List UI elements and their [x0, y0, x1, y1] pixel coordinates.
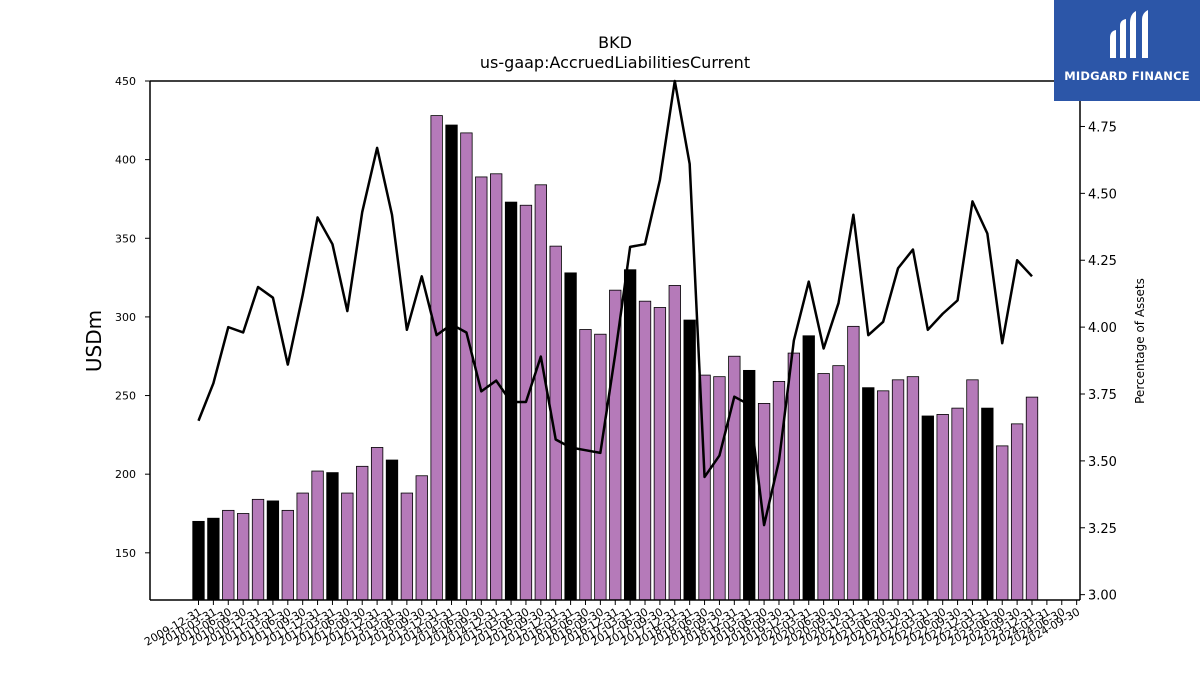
bar-2021-09-30 — [891, 379, 905, 601]
bar-2010-03-31 — [207, 517, 220, 601]
bar-2023-09-30 — [1010, 423, 1024, 601]
bar-2011-03-31 — [266, 500, 280, 601]
bar-2016-12-31 — [609, 289, 622, 601]
bar-2013-06-30 — [400, 492, 414, 601]
logo-text: MIDGARD FINANCE — [1064, 69, 1190, 83]
bar-2017-06-30 — [638, 300, 652, 601]
y2-tick-label-4.50: 4.50 — [1088, 187, 1117, 202]
bar-2022-12-31 — [966, 379, 979, 601]
bar-2023-12-31 — [1025, 396, 1039, 601]
bar-2019-12-31 — [787, 352, 801, 601]
bar-2012-12-31 — [370, 447, 384, 601]
y-tick-label-200: 200 — [115, 468, 136, 481]
y2-tick-label-4.00: 4.00 — [1088, 321, 1117, 336]
bar-2013-12-31 — [430, 115, 443, 601]
bar-2014-06-30 — [460, 132, 473, 601]
bar-2018-12-31 — [728, 355, 741, 601]
midgard-logo-mark-icon — [1110, 10, 1148, 58]
bar-2022-03-31 — [921, 415, 934, 601]
y-tick-label-350: 350 — [115, 232, 136, 245]
bar-2020-06-30 — [817, 373, 830, 601]
midgard-finance-logo: MIDGARD FINANCE — [1054, 0, 1200, 101]
x-axis-ticks: 2009-12-312010-03-312010-06-302010-09-30… — [142, 600, 1082, 649]
bar-2020-09-30 — [832, 365, 845, 601]
bar-2011-06-30 — [281, 509, 294, 601]
bar-2013-09-30 — [415, 475, 428, 601]
bar-2010-06-30 — [222, 509, 235, 601]
bar-2023-03-31 — [981, 407, 994, 601]
bar-2021-12-31 — [906, 376, 920, 601]
chart-subtitle: us-gaap:AccruedLiabilitiesCurrent — [480, 53, 750, 72]
bar-2009-12-31 — [192, 520, 205, 601]
bar-2015-09-30 — [534, 184, 547, 601]
bar-2023-06-30 — [996, 445, 1009, 601]
y-tick-label-150: 150 — [115, 547, 136, 560]
bar-2010-12-31 — [251, 498, 265, 601]
bar-2016-03-31 — [564, 272, 577, 601]
bar-2012-09-30 — [356, 465, 369, 601]
bar-2012-03-31 — [326, 472, 339, 601]
left-axis-ticks: 150 200 250 300 350 400 450 — [115, 75, 150, 560]
bar-2021-03-31 — [862, 387, 875, 601]
y2-tick-label-4.25: 4.25 — [1088, 254, 1117, 269]
y2-tick-label-3.50: 3.50 — [1088, 455, 1117, 470]
bar-2017-03-31 — [623, 269, 637, 601]
bar-2012-06-30 — [341, 492, 354, 601]
bar-2017-09-30 — [653, 307, 667, 601]
y2-tick-label-3.00: 3.00 — [1088, 589, 1117, 604]
y-tick-label-400: 400 — [115, 154, 136, 167]
bar-2018-03-31 — [683, 319, 696, 601]
y2-tick-label-3.75: 3.75 — [1088, 388, 1117, 403]
bar-2021-06-30 — [877, 390, 890, 601]
bar-2020-12-31 — [847, 325, 860, 601]
bar-2010-09-30 — [237, 513, 250, 601]
percentage-line-series — [197, 79, 1033, 527]
bar-2013-03-31 — [385, 459, 399, 601]
bar-2020-03-31 — [802, 335, 815, 601]
bar-series — [192, 115, 1039, 601]
y-tick-label-300: 300 — [115, 311, 136, 324]
y2-tick-label-3.25: 3.25 — [1088, 522, 1117, 537]
bar-2019-09-30 — [772, 380, 786, 601]
y2-tick-label-4.75: 4.75 — [1088, 120, 1117, 135]
chart-title: BKD — [598, 33, 632, 52]
bar-2016-06-30 — [579, 329, 592, 601]
y-axis-label: USDm — [82, 310, 106, 372]
y-tick-label-250: 250 — [115, 390, 136, 403]
right-axis-ticks: 3.00 3.25 3.50 3.75 4.00 4.25 4.50 4.75 — [1080, 120, 1117, 604]
bar-2011-12-31 — [311, 470, 324, 601]
bar-2022-09-30 — [951, 407, 964, 601]
bar-2014-03-31 — [445, 124, 458, 601]
bar-2017-12-31 — [668, 285, 681, 601]
bar-2016-09-30 — [594, 333, 607, 601]
y-tick-label-450: 450 — [115, 75, 136, 88]
y2-axis-label: Percentage of Assets — [1133, 278, 1147, 404]
bar-2018-09-30 — [713, 376, 726, 601]
bar-2011-09-30 — [296, 492, 309, 601]
bar-2022-06-30 — [936, 414, 949, 601]
